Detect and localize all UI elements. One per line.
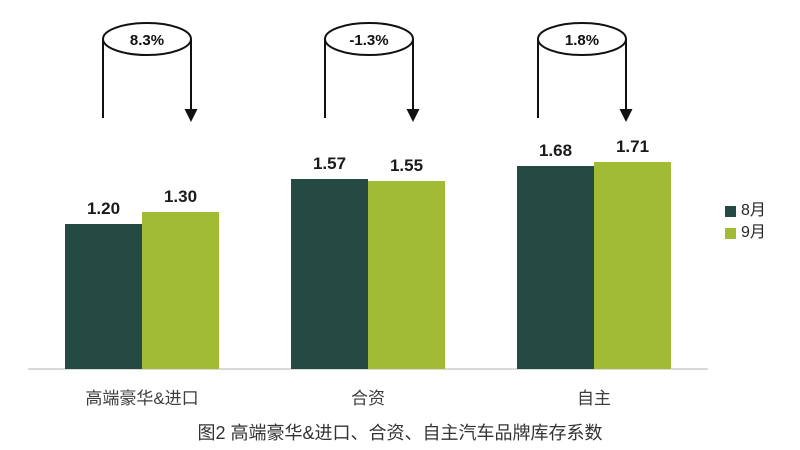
change-annotation-3: 1.8% (527, 18, 637, 131)
bar-sep-1 (142, 212, 219, 369)
svg-text:-1.3%: -1.3% (349, 32, 388, 49)
value-label-aug-1: 1.20 (86, 199, 121, 218)
change-arrow-icon: 1.8% (537, 22, 633, 122)
legend-swatch-sep-icon (725, 227, 736, 239)
chart-title: 图2 高端豪华&进口、合资、自主汽车品牌库存系数 (197, 423, 603, 443)
category-label-2: 合资 (351, 389, 385, 408)
legend-swatch-aug-icon (725, 205, 736, 217)
value-label-aug-3: 1.68 (538, 141, 573, 160)
legend-label-sep: 9月 (741, 224, 766, 241)
value-label-aug-2: 1.57 (312, 154, 347, 173)
value-label-sep-3: 1.71 (615, 137, 650, 156)
svg-text:1.8%: 1.8% (565, 32, 599, 49)
category-label-1: 高端豪华&进口 (85, 389, 199, 408)
bar-aug-3 (517, 166, 594, 369)
bar-aug-2 (291, 179, 368, 369)
change-arrow-icon: -1.3% (324, 22, 420, 122)
legend: 8月 9月 (725, 202, 766, 241)
bar-sep-2 (368, 181, 445, 369)
legend-label-aug: 8月 (741, 202, 766, 219)
change-annotation-1: 8.3% (92, 18, 202, 131)
svg-text:8.3%: 8.3% (130, 32, 164, 49)
change-arrow-icon: 8.3% (102, 22, 198, 122)
value-label-sep-2: 1.55 (389, 156, 424, 175)
bar-sep-3 (594, 162, 671, 369)
legend-item-aug: 8月 (725, 202, 766, 219)
legend-item-sep: 9月 (725, 224, 766, 241)
category-label-3: 自主 (577, 389, 611, 408)
change-annotation-2: -1.3% (314, 18, 424, 131)
bar-aug-1 (65, 224, 142, 369)
x-axis-line (28, 368, 708, 370)
value-label-sep-1: 1.30 (163, 187, 198, 206)
